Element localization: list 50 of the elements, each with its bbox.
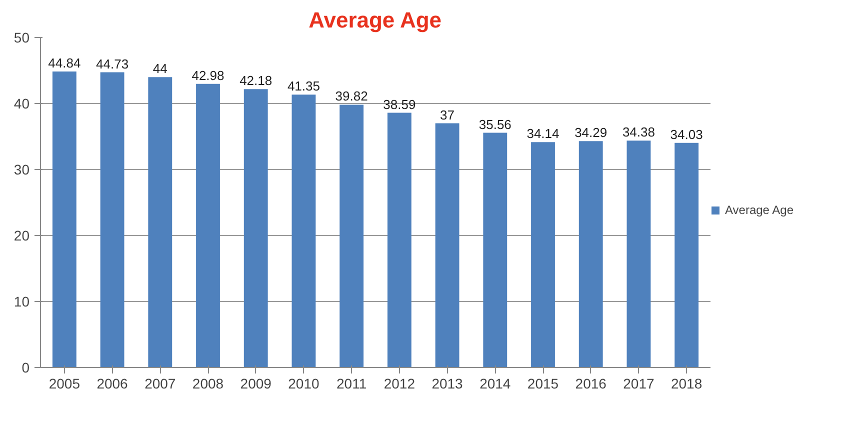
x-tick-label: 2016 xyxy=(575,376,607,392)
bar xyxy=(387,112,412,368)
bar xyxy=(626,140,651,368)
data-label: 34.03 xyxy=(670,126,703,142)
y-tick-label: 20 xyxy=(14,228,30,244)
data-label: 34.38 xyxy=(622,124,655,140)
y-tick-label: 10 xyxy=(14,294,30,310)
y-tick-label: 40 xyxy=(14,96,30,112)
x-tick-label: 2009 xyxy=(240,376,272,392)
x-tick-label: 2014 xyxy=(480,376,511,392)
data-label: 44.73 xyxy=(96,56,129,72)
x-tick-label: 2008 xyxy=(192,376,224,392)
x-tick-label: 2006 xyxy=(96,376,128,392)
bar xyxy=(435,123,460,368)
bar xyxy=(483,132,508,368)
data-label: 42.98 xyxy=(192,68,224,83)
data-label: 34.29 xyxy=(574,125,608,140)
data-label: 37 xyxy=(440,107,455,122)
y-tick-label: 50 xyxy=(14,30,30,46)
bar xyxy=(674,142,699,368)
bar xyxy=(244,89,268,368)
data-label: 44.84 xyxy=(48,56,81,71)
bar xyxy=(52,72,76,368)
data-label: 38.59 xyxy=(383,96,416,112)
x-tick-label: 2013 xyxy=(432,376,464,392)
x-tick-label: 2011 xyxy=(336,376,367,392)
data-label: 44 xyxy=(152,61,168,76)
y-tick-label: 30 xyxy=(14,162,30,178)
y-tick-label: 0 xyxy=(22,360,30,376)
bar xyxy=(531,142,555,368)
data-label: 35.56 xyxy=(478,116,512,132)
chart-title: Average Age xyxy=(308,8,442,32)
bar xyxy=(196,84,220,368)
x-tick-label: 2010 xyxy=(288,376,320,392)
x-tick-label: 2018 xyxy=(671,376,702,392)
bar xyxy=(148,77,172,368)
data-label: 34.14 xyxy=(526,126,560,142)
x-tick-label: 2015 xyxy=(527,376,559,392)
bar xyxy=(100,72,124,368)
x-tick-label: 2007 xyxy=(144,376,176,392)
bar xyxy=(292,94,316,368)
data-label: 41.35 xyxy=(287,78,320,94)
x-tick-label: 2012 xyxy=(384,376,416,392)
x-tick-label: 2005 xyxy=(48,376,80,392)
x-tick-label: 2017 xyxy=(623,376,654,392)
data-label: 39.82 xyxy=(335,88,368,104)
data-label: 42.18 xyxy=(240,73,272,88)
bar xyxy=(578,141,603,368)
bar xyxy=(340,104,364,368)
legend-label: Average Age xyxy=(725,203,794,217)
